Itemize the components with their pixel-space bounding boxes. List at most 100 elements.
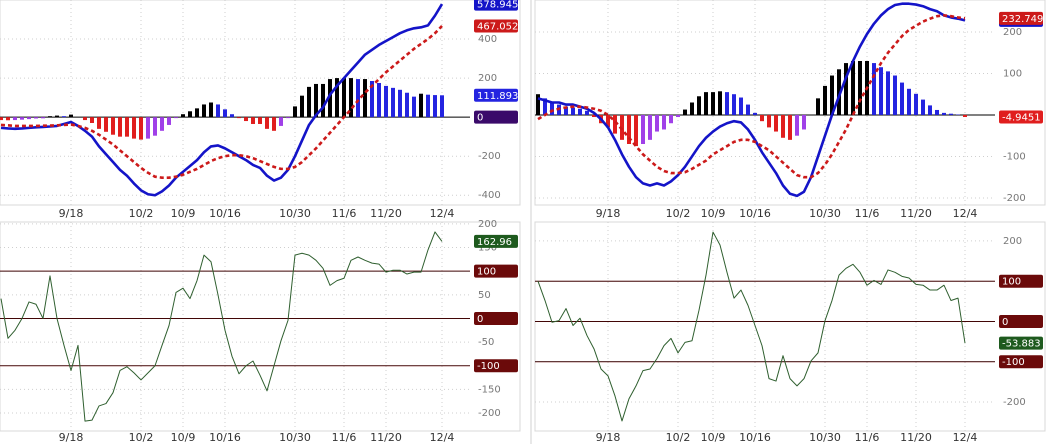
- histogram-bar: [907, 88, 911, 115]
- y-tick-label: 200: [478, 73, 497, 84]
- histogram-bar: [788, 114, 792, 140]
- histogram-bar: [760, 114, 764, 122]
- histogram-bar: [384, 85, 388, 118]
- histogram-bar: [949, 113, 953, 115]
- level-label: 100: [1002, 277, 1021, 288]
- histogram-bar: [48, 116, 52, 118]
- histogram-bar: [641, 114, 645, 144]
- histogram-bar: [272, 117, 276, 131]
- histogram-bar: [132, 117, 136, 139]
- histogram-bar: [125, 117, 129, 137]
- x-tick-label: 10/9: [171, 207, 196, 220]
- x-tick-label: 10/30: [279, 431, 311, 444]
- histogram-bar: [13, 117, 17, 121]
- histogram-bar: [34, 117, 38, 119]
- histogram-bar: [69, 114, 73, 118]
- last-value-label-box: [999, 336, 1043, 350]
- x-tick-label: 10/2: [666, 431, 691, 444]
- x-tick-label: 10/30: [809, 431, 841, 444]
- histogram-bar: [167, 117, 171, 125]
- x-tick-label: 10/16: [209, 431, 241, 444]
- panel-frame: [0, 0, 521, 206]
- last-value-label-box: [474, 19, 518, 33]
- histogram-bar: [928, 105, 932, 115]
- x-tick-label: 11/6: [855, 431, 880, 444]
- level-label-box: [474, 264, 518, 278]
- histogram-bar: [230, 114, 234, 118]
- series-line: [537, 231, 966, 422]
- histogram-bar: [746, 104, 750, 115]
- histogram-value-label-box: [999, 110, 1043, 124]
- histogram-bar: [830, 75, 834, 115]
- y-tick-label: -200: [478, 151, 501, 162]
- histogram-bar: [97, 117, 101, 129]
- histogram-bar: [872, 63, 876, 115]
- histogram-bar: [314, 83, 318, 118]
- series-line: [0, 231, 443, 422]
- histogram-bar: [732, 94, 736, 115]
- x-tick-label: 9/18: [596, 431, 621, 444]
- histogram-value-label: -4.9451: [1002, 113, 1041, 124]
- y-tick-label: 200: [1003, 236, 1022, 247]
- y-tick-label: -200: [1003, 193, 1026, 204]
- histogram-bar: [153, 117, 157, 136]
- histogram-bar: [307, 86, 311, 118]
- last-value-label: -53.883: [1002, 339, 1041, 350]
- x-tick-label: 10/9: [701, 207, 726, 220]
- x-tick-label: 11/20: [370, 207, 402, 220]
- series-line: [537, 2, 966, 198]
- y-tick-label: -400: [478, 190, 501, 201]
- histogram-value-label: 111.893: [477, 91, 518, 102]
- histogram-bar: [592, 114, 596, 118]
- histogram-bar: [202, 104, 206, 118]
- x-tick-label: 11/20: [900, 207, 932, 220]
- x-tick-label: 11/6: [332, 431, 357, 444]
- histogram-bar: [62, 116, 66, 118]
- histogram-bar: [550, 102, 554, 115]
- histogram-bar: [412, 96, 416, 118]
- histogram-bar: [363, 79, 367, 118]
- last-value-label: 162.96: [477, 237, 512, 248]
- histogram-bar: [321, 83, 325, 118]
- x-tick-label: 11/20: [370, 431, 402, 444]
- histogram-bar: [118, 117, 122, 137]
- histogram-bar: [216, 104, 220, 118]
- last-value-label: 232.749: [1002, 14, 1043, 25]
- histogram-bar: [286, 117, 290, 119]
- histogram-bar: [543, 98, 547, 115]
- histogram-bar: [942, 112, 946, 115]
- histogram-bar: [342, 78, 346, 118]
- histogram-bar: [181, 114, 185, 118]
- histogram-bar: [536, 94, 540, 115]
- histogram-bar: [620, 114, 624, 140]
- y-tick-label: -150: [478, 384, 501, 395]
- panel-frame: [534, 221, 1046, 432]
- histogram-bar: [160, 117, 164, 131]
- histogram-bar: [195, 108, 199, 118]
- histogram-bar: [606, 114, 610, 128]
- histogram-bar: [578, 108, 582, 115]
- last-value-label-box: [474, 234, 518, 248]
- histogram-bar: [676, 114, 680, 118]
- histogram-bar: [781, 114, 785, 138]
- histogram-bar: [704, 92, 708, 115]
- histogram-bar: [426, 94, 430, 118]
- histogram-bar: [774, 114, 778, 132]
- y-tick-label: -100: [1003, 151, 1026, 162]
- histogram-bar: [27, 117, 31, 120]
- histogram-bar: [174, 117, 178, 119]
- histogram-bar: [83, 117, 87, 121]
- histogram-bar: [921, 99, 925, 115]
- histogram-bar: [725, 92, 729, 115]
- y-tick-label: 200: [478, 219, 497, 230]
- histogram-bar: [258, 117, 262, 124]
- histogram-bar: [104, 117, 108, 132]
- x-tick-label: 12/4: [953, 431, 978, 444]
- histogram-bar: [634, 114, 638, 147]
- level-label: -100: [477, 361, 500, 372]
- histogram-bar: [935, 109, 939, 115]
- panel-frame: [0, 221, 521, 432]
- histogram-bar: [440, 95, 444, 118]
- histogram-bar: [433, 95, 437, 118]
- panel-frame: [534, 0, 1046, 206]
